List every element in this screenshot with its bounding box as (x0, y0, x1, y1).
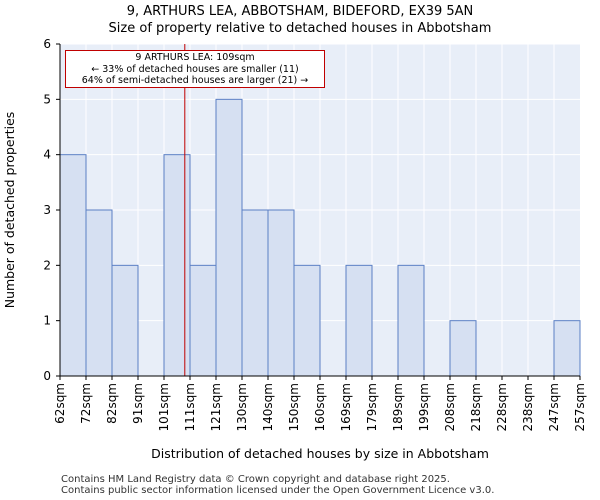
y-axis: 0 1 2 3 4 5 6 (43, 37, 61, 383)
x-tick-label: 247sqm (547, 383, 561, 431)
x-tick-label: 228sqm (495, 383, 509, 431)
y-tick-label: 4 (43, 148, 51, 162)
x-tick-label: 72sqm (79, 383, 93, 424)
bar-121sqm (215, 98, 243, 377)
y-tick-label: 5 (43, 92, 51, 106)
annotation-line-3: 64% of semi-detached houses are larger (… (81, 75, 309, 86)
annotation-line-2: ← 33% of detached houses are smaller (11… (91, 63, 299, 75)
bar-72sqm (85, 209, 113, 377)
bar-101sqm (163, 154, 191, 377)
x-tick-label: 169sqm (339, 383, 353, 431)
y-tick-label: 3 (43, 203, 51, 217)
x-axis-label: Distribution of detached houses by size … (151, 446, 489, 461)
x-tick-label: 150sqm (287, 383, 301, 431)
y-tick-label: 0 (43, 369, 51, 383)
x-tick-label: 140sqm (261, 383, 275, 431)
bar-189sqm (397, 264, 425, 377)
annotation-box: 9 ARTHURS LEA: 109sqm ← 33% of detached … (65, 50, 325, 88)
histogram-chart: 0 1 2 3 4 5 6 62sqm 72sqm 82sqm 91sqm 101sqm 111sqm… (2, 37, 587, 461)
x-tick-label: 130sqm (235, 383, 249, 431)
bar-140sqm (267, 209, 295, 377)
x-tick-label: 189sqm (391, 383, 405, 431)
y-tick-label: 2 (43, 258, 51, 272)
footer-line-1: Contains HM Land Registry data © Crown c… (61, 474, 450, 485)
x-tick-label: 62sqm (53, 383, 67, 424)
x-tick-label: 218sqm (469, 383, 483, 431)
x-tick-label: 101sqm (157, 383, 171, 431)
chart-title-address: 9, ARTHURS LEA, ABBOTSHAM, BIDEFORD, EX3… (126, 4, 474, 19)
bar-169sqm (345, 264, 373, 377)
chart-title: Size of property relative to detached ho… (108, 21, 492, 36)
bar-82sqm (111, 264, 139, 377)
x-tick-label: 257sqm (573, 383, 587, 431)
y-axis-label: Number of detached properties (2, 112, 17, 309)
y-tick-label: 6 (43, 37, 51, 51)
x-tick-label: 160sqm (313, 383, 327, 431)
bar-111sqm (189, 264, 217, 377)
x-tick-label: 91sqm (131, 383, 145, 424)
y-tick-label: 1 (43, 314, 51, 328)
bar-247sqm (553, 320, 581, 377)
x-tick-label: 199sqm (417, 383, 431, 431)
bar-62sqm (59, 154, 87, 377)
x-tick-label: 238sqm (521, 383, 535, 431)
x-tick-label: 111sqm (183, 383, 197, 431)
x-tick-label: 82sqm (105, 383, 119, 424)
bar-130sqm (241, 209, 269, 377)
footer-line-2: Contains public sector information licen… (61, 485, 495, 496)
x-tick-label: 179sqm (365, 383, 379, 431)
bar-150sqm (293, 264, 321, 377)
x-tick-label: 121sqm (209, 383, 223, 431)
annotation-line-1: 9 ARTHURS LEA: 109sqm (135, 52, 255, 63)
x-axis: 62sqm 72sqm 82sqm 91sqm 101sqm 111sqm 121sqm 13… (53, 375, 587, 431)
x-tick-label: 208sqm (443, 383, 457, 431)
bar-208sqm (449, 320, 477, 377)
